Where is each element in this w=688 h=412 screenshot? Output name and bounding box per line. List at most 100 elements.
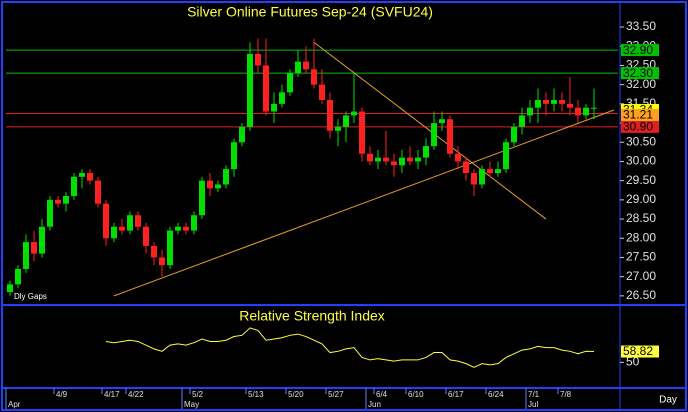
candle-body (519, 115, 525, 127)
candle-body (263, 65, 269, 112)
candle-body (135, 215, 141, 227)
y-tick-label: 30.50 (626, 134, 656, 148)
month-label: Apr (8, 400, 21, 409)
candle-body (287, 73, 293, 93)
rsi-value-box (621, 345, 659, 358)
candle-body (567, 103, 573, 108)
candle-body (71, 176, 77, 197)
x-tick-label: 5/27 (328, 390, 344, 399)
candle-body (543, 100, 549, 104)
candle-body (191, 215, 197, 231)
candle-body (559, 100, 565, 104)
candle-body (79, 172, 85, 177)
candle-body (431, 123, 437, 147)
x-tick-label: 5/20 (288, 390, 304, 399)
y-tick-label: 28.00 (626, 230, 656, 244)
candle-body (495, 169, 501, 173)
candle-body (47, 199, 53, 227)
candle-body (487, 169, 493, 173)
y-tick-label: 30.00 (626, 154, 656, 168)
x-tick-label: 4/9 (56, 390, 68, 399)
candle-body (63, 196, 69, 204)
candle-body (319, 84, 325, 101)
month-label: Jun (368, 400, 381, 409)
candle-body (55, 199, 61, 204)
candle-body (119, 226, 125, 231)
x-tick-label: 6/4 (376, 390, 388, 399)
candle-body (223, 169, 229, 185)
candle-body (7, 284, 13, 293)
candle-body (439, 119, 445, 124)
candle-body (383, 157, 389, 162)
level-label: 32.30 (623, 66, 653, 80)
month-label: May (184, 400, 199, 409)
x-tick-label: 6/17 (448, 390, 464, 399)
x-tick-label: 4/22 (128, 390, 144, 399)
level-box (621, 67, 659, 80)
candle-body (471, 172, 477, 185)
candle-body (247, 53, 253, 127)
candle-body (159, 257, 165, 266)
y-tick-label: 27.00 (626, 269, 656, 283)
candle-body (343, 115, 349, 127)
candle-body (359, 111, 365, 154)
level-label: 30.90 (623, 120, 653, 134)
candle-body (111, 226, 117, 239)
candle-body (415, 157, 421, 162)
rsi-y-tick-label: 50 (626, 355, 640, 369)
candle-body (351, 111, 357, 116)
month-label: Jul (528, 400, 538, 409)
x-tick-label: 7/8 (560, 390, 572, 399)
x-tick-label: 6/10 (408, 390, 424, 399)
y-tick-label: 29.50 (626, 173, 656, 187)
candle-body (551, 100, 557, 104)
candle-body (31, 242, 37, 254)
x-tick-label: 5/2 (192, 390, 204, 399)
candle-body (271, 103, 277, 112)
candle-body (295, 61, 301, 74)
candle-body (103, 203, 109, 239)
price-box (621, 108, 659, 121)
candle-body (143, 226, 149, 246)
candle-body (167, 230, 173, 266)
candle-body (175, 226, 181, 231)
rsi-value-label: 58.82 (623, 344, 653, 358)
x-tick-label: 6/24 (488, 390, 504, 399)
candle-body (239, 126, 245, 143)
candle-body (447, 119, 453, 154)
candle-body (407, 157, 413, 162)
x-tick-label: 7/1 (528, 390, 540, 399)
candle-body (215, 184, 221, 189)
chart-title: Silver Online Futures Sep-24 (SVFU24) (187, 4, 433, 20)
rsi-title: Relative Strength Index (239, 308, 385, 324)
y-tick-label: 33.50 (626, 19, 656, 33)
candle-body (511, 126, 517, 143)
rsi-line (105, 327, 595, 368)
x-tick-label: 4/17 (104, 390, 120, 399)
note: Dly Gaps (14, 292, 47, 301)
candle-body (335, 126, 341, 131)
candle-body (575, 107, 581, 116)
candle-body (127, 215, 133, 231)
trendline (313, 42, 547, 220)
x-unit-label: Day (659, 395, 677, 406)
candle-body (591, 107, 597, 109)
candle-body (207, 180, 213, 189)
y-tick-label: 29.00 (626, 192, 656, 206)
y-tick-label: 28.50 (626, 211, 656, 225)
candle-body (327, 100, 333, 131)
candle-body (463, 161, 469, 173)
candle-body (311, 69, 317, 85)
candle-body (455, 153, 461, 162)
candle-body (423, 146, 429, 158)
candle-body (39, 226, 45, 254)
candle-body (535, 100, 541, 108)
candle-body (199, 180, 205, 216)
candle-body (151, 245, 157, 258)
candle-body (375, 157, 381, 162)
candle-body (479, 169, 485, 185)
candle-body (527, 107, 533, 116)
y-tick-label: 26.50 (626, 288, 656, 302)
